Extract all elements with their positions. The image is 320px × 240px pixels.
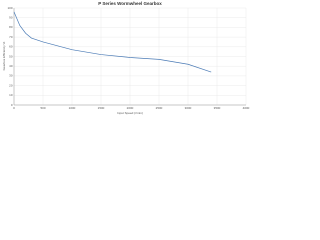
x-axis-label: Input Speed (r/min)	[117, 111, 143, 115]
page: {"chart_data": {"type": "line", "title":…	[0, 0, 250, 124]
x-tick-label: 4000	[243, 106, 250, 110]
chart: P Series Wormwheel Gearbox Input Speed (…	[2, 1, 250, 115]
y-tick-label: 90	[9, 15, 13, 19]
y-tick-label: 70	[9, 35, 13, 39]
x-tick-label: 2000	[127, 106, 134, 110]
y-tick-label: 10	[9, 93, 13, 97]
x-tick-label: 1500	[98, 106, 105, 110]
line	[13, 11, 212, 73]
chart-title: P Series Wormwheel Gearbox	[98, 1, 162, 6]
y-tick-label: 50	[9, 54, 13, 58]
x-tick-label: 3500	[214, 106, 221, 110]
y-axis-label: Gearbox Efficiency %	[2, 41, 6, 70]
y-tick-label: 40	[9, 64, 13, 68]
y-tick-label: 60	[9, 45, 13, 49]
x-tick-label: 0	[13, 106, 15, 110]
x-tick-label: 1000	[69, 106, 76, 110]
x-tick-label: 2500	[156, 106, 163, 110]
y-tick-label: 100	[7, 6, 12, 10]
x-tick-label: 500	[40, 106, 45, 110]
y-tick-label: 0	[11, 103, 13, 107]
y-tick-label: 20	[9, 83, 13, 87]
x-tick-label: 3000	[185, 106, 192, 110]
y-tick-label: 30	[9, 74, 13, 78]
y-tick-label: 80	[9, 25, 13, 29]
